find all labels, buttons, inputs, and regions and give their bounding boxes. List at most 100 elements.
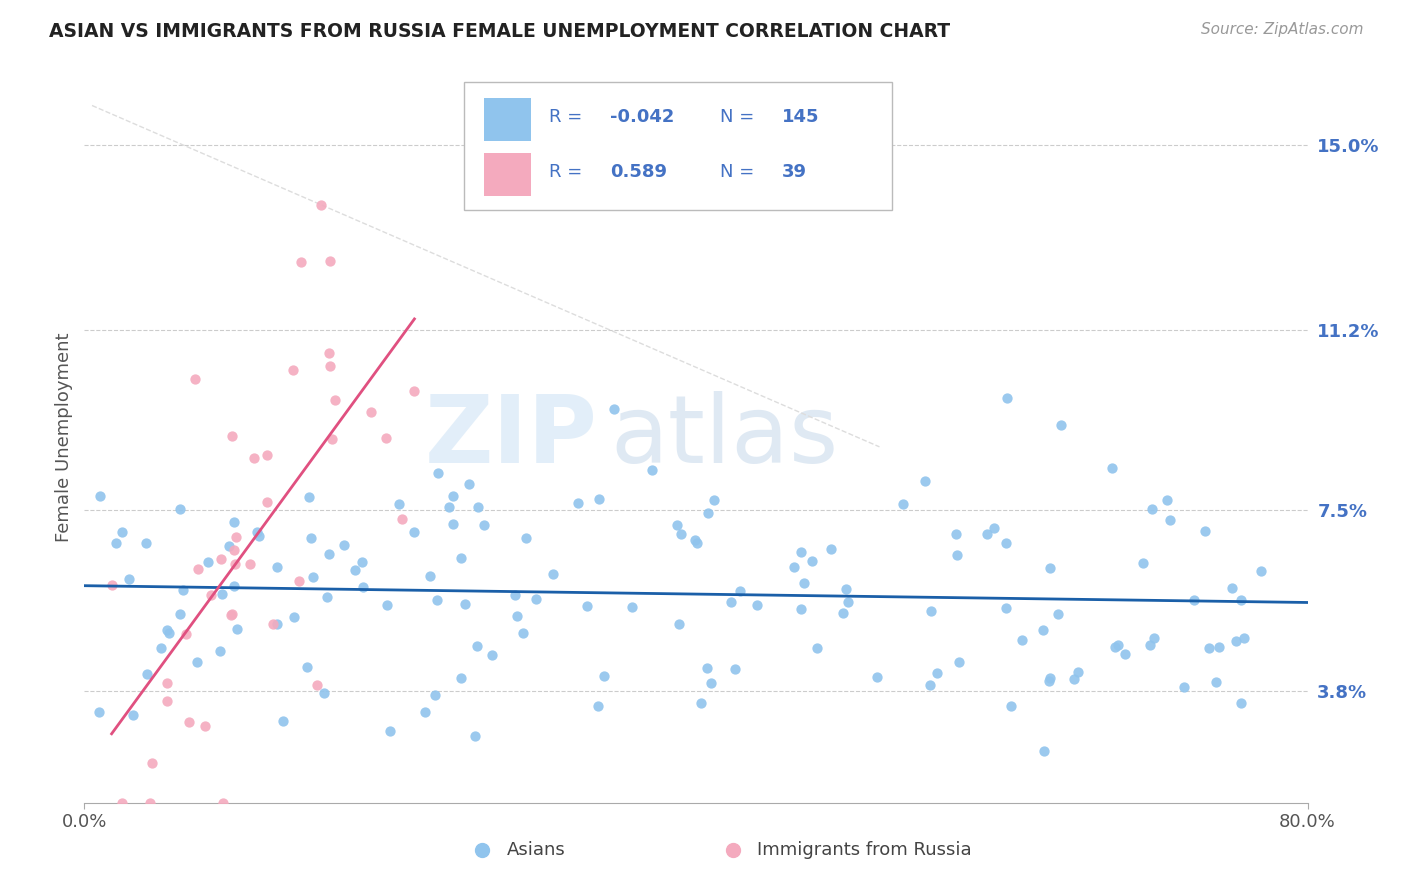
Point [835,582,858,597]
Point [945,527,967,541]
Point [156,623,179,637]
Point [169,607,191,621]
Point [302,569,325,583]
Point [1225,634,1247,648]
Point [1198,640,1220,655]
Point [138,796,160,810]
Point [187,562,209,576]
Point [352,555,374,569]
Text: R =: R = [550,162,582,180]
Point [800,554,823,568]
Point [271,714,294,729]
Point [194,719,217,733]
Point [668,617,690,632]
Point [89,489,111,503]
Point [683,533,706,548]
Point [319,254,342,268]
Point [309,198,332,212]
Bar [484,153,531,195]
Point [697,506,720,520]
Point [1067,665,1090,679]
Point [256,495,278,509]
Point [690,697,713,711]
Point [503,588,526,602]
Point [891,497,914,511]
Point [157,626,180,640]
Point [467,639,489,653]
Point [247,528,270,542]
Point [1182,593,1205,607]
Point [111,525,134,540]
Text: ASIAN VS IMMIGRANTS FROM RUSSIA FEMALE UNEMPLOYMENT CORRELATION CHART: ASIAN VS IMMIGRANTS FROM RUSSIA FEMALE U… [49,22,950,41]
Text: Source: ZipAtlas.com: Source: ZipAtlas.com [1201,22,1364,37]
Text: N =: N = [720,109,755,127]
Point [299,532,322,546]
Text: Asians: Asians [506,841,565,859]
Text: atlas: atlas [610,391,838,483]
Point [404,384,426,398]
Point [621,599,644,614]
Point [866,670,889,684]
Point [427,466,450,480]
Point [1038,673,1060,688]
Point [724,662,747,676]
Point [426,592,449,607]
Point [837,595,859,609]
Point [105,536,128,550]
Point [976,526,998,541]
Text: 145: 145 [782,109,820,127]
Point [218,539,240,553]
Point [149,640,172,655]
Point [1205,675,1227,690]
Point [541,566,564,581]
Point [1208,640,1230,654]
Point [1039,671,1062,685]
Point [121,708,143,723]
Point [224,558,246,572]
Point [945,548,967,562]
Point [1114,647,1136,661]
Point [332,537,354,551]
Point [806,640,828,655]
Bar [484,98,531,141]
Point [1063,673,1085,687]
Point [831,606,853,620]
Point [1000,698,1022,713]
Point [156,676,179,690]
Point [820,541,842,556]
Point [288,574,311,588]
Point [1194,524,1216,538]
Point [575,599,598,613]
Point [918,678,941,692]
Point [256,449,278,463]
Point [1104,640,1126,655]
Point [197,556,219,570]
Point [318,547,340,561]
Point [262,617,284,632]
Point [141,756,163,770]
Point [1143,632,1166,646]
Point [515,532,537,546]
Point [696,661,718,675]
Point [200,588,222,602]
Point [700,676,723,690]
Point [246,524,269,539]
Point [266,560,288,574]
Point [512,625,534,640]
Point [588,492,610,507]
Point [239,557,262,571]
Point [1159,513,1181,527]
Point [135,536,157,550]
Point [789,545,811,559]
Point [221,429,243,443]
Point [1250,565,1272,579]
Point [225,530,247,544]
Point [524,591,547,606]
Point [377,598,399,612]
Point [793,575,815,590]
Point [464,729,486,743]
Point [87,705,110,719]
Point [1107,638,1129,652]
Point [318,359,340,374]
Point [100,577,122,591]
